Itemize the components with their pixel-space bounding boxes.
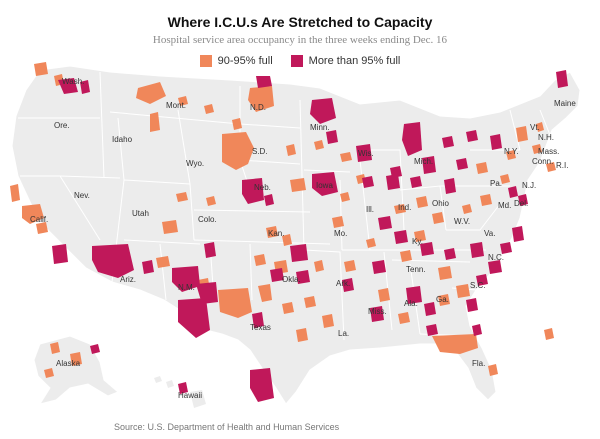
state-label: Colo.: [198, 215, 217, 224]
state-label: Neb.: [254, 183, 271, 192]
state-label: Va.: [484, 229, 495, 238]
state-labels: Wash. Ore. Idaho Mont. N.D. S.D. Wyo. Ne…: [30, 77, 576, 400]
state-label: S.C.: [470, 281, 486, 290]
legend-swatch-red: [290, 55, 303, 67]
state-label: N.D.: [250, 103, 266, 112]
map-subtitle: Hospital service area occupancy in the t…: [152, 34, 448, 46]
state-label: Fla.: [472, 359, 485, 368]
state-label: Wash.: [62, 77, 84, 86]
state-label: Hawaii: [178, 391, 202, 400]
state-label: Vt.: [530, 123, 540, 132]
legend-item-red: More than 95% full: [290, 55, 401, 67]
land-lower48: [11, 65, 581, 405]
state-label: La.: [338, 329, 349, 338]
legend-label-red: More than 95% full: [308, 55, 401, 67]
legend-item-orange: 90-95% full: [199, 55, 273, 67]
state-label: Ohio: [432, 199, 449, 208]
zones-90-95: [10, 62, 556, 378]
state-label: Kan.: [268, 229, 284, 238]
state-label: Mo.: [334, 229, 347, 238]
state-label: Idaho: [112, 135, 133, 144]
state-label: W.V.: [454, 217, 470, 226]
state-label: N.H.: [538, 133, 554, 142]
state-label: Miss.: [368, 307, 387, 316]
state-label: Nev.: [74, 191, 90, 200]
state-label: Okla.: [282, 275, 301, 284]
state-label: Pa.: [490, 179, 502, 188]
zones-over-95: [52, 70, 568, 402]
state-label: Ore.: [54, 121, 70, 130]
legend: 90-95% full More than 95% full: [0, 55, 600, 67]
legend-label-orange: 90-95% full: [217, 55, 273, 67]
state-label: N.C.: [488, 253, 504, 262]
state-label: Iowa: [316, 181, 333, 190]
state-label: Ala.: [404, 299, 418, 308]
state-label: N.M.: [178, 283, 195, 292]
state-label: Utah: [132, 209, 149, 218]
state-label: Ariz.: [120, 275, 136, 284]
source-note: Source: U.S. Department of Health and Hu…: [114, 422, 340, 432]
state-label: Wyo.: [186, 159, 204, 168]
state-label: Conn.: [532, 157, 553, 166]
state-label: Ky.: [412, 237, 423, 246]
state-label: Calif.: [30, 215, 48, 224]
state-label: Ark.: [336, 279, 350, 288]
state-label: Mont.: [166, 101, 186, 110]
state-label: Del.: [514, 199, 528, 208]
state-label: N.Y.: [504, 147, 519, 156]
state-label: Md.: [498, 201, 511, 210]
state-label: Maine: [554, 99, 576, 108]
state-label: R.I.: [556, 161, 568, 170]
state-label: Mass.: [538, 147, 559, 156]
state-label: N.J.: [522, 181, 536, 190]
state-label: S.D.: [252, 147, 268, 156]
map-title: Where I.C.U.s Are Stretched to Capacity: [167, 14, 433, 30]
state-label: Ind.: [398, 203, 411, 212]
state-label: Wis.: [358, 149, 374, 158]
legend-swatch-orange: [199, 55, 212, 67]
state-label: Texas: [250, 323, 271, 332]
state-label: Ga.: [436, 295, 449, 304]
state-label: Alaska: [56, 359, 81, 368]
state-label: Ill.: [366, 205, 374, 214]
state-label: Mich.: [414, 157, 433, 166]
state-label: Minn.: [310, 123, 330, 132]
state-label: Tenn.: [406, 265, 426, 274]
